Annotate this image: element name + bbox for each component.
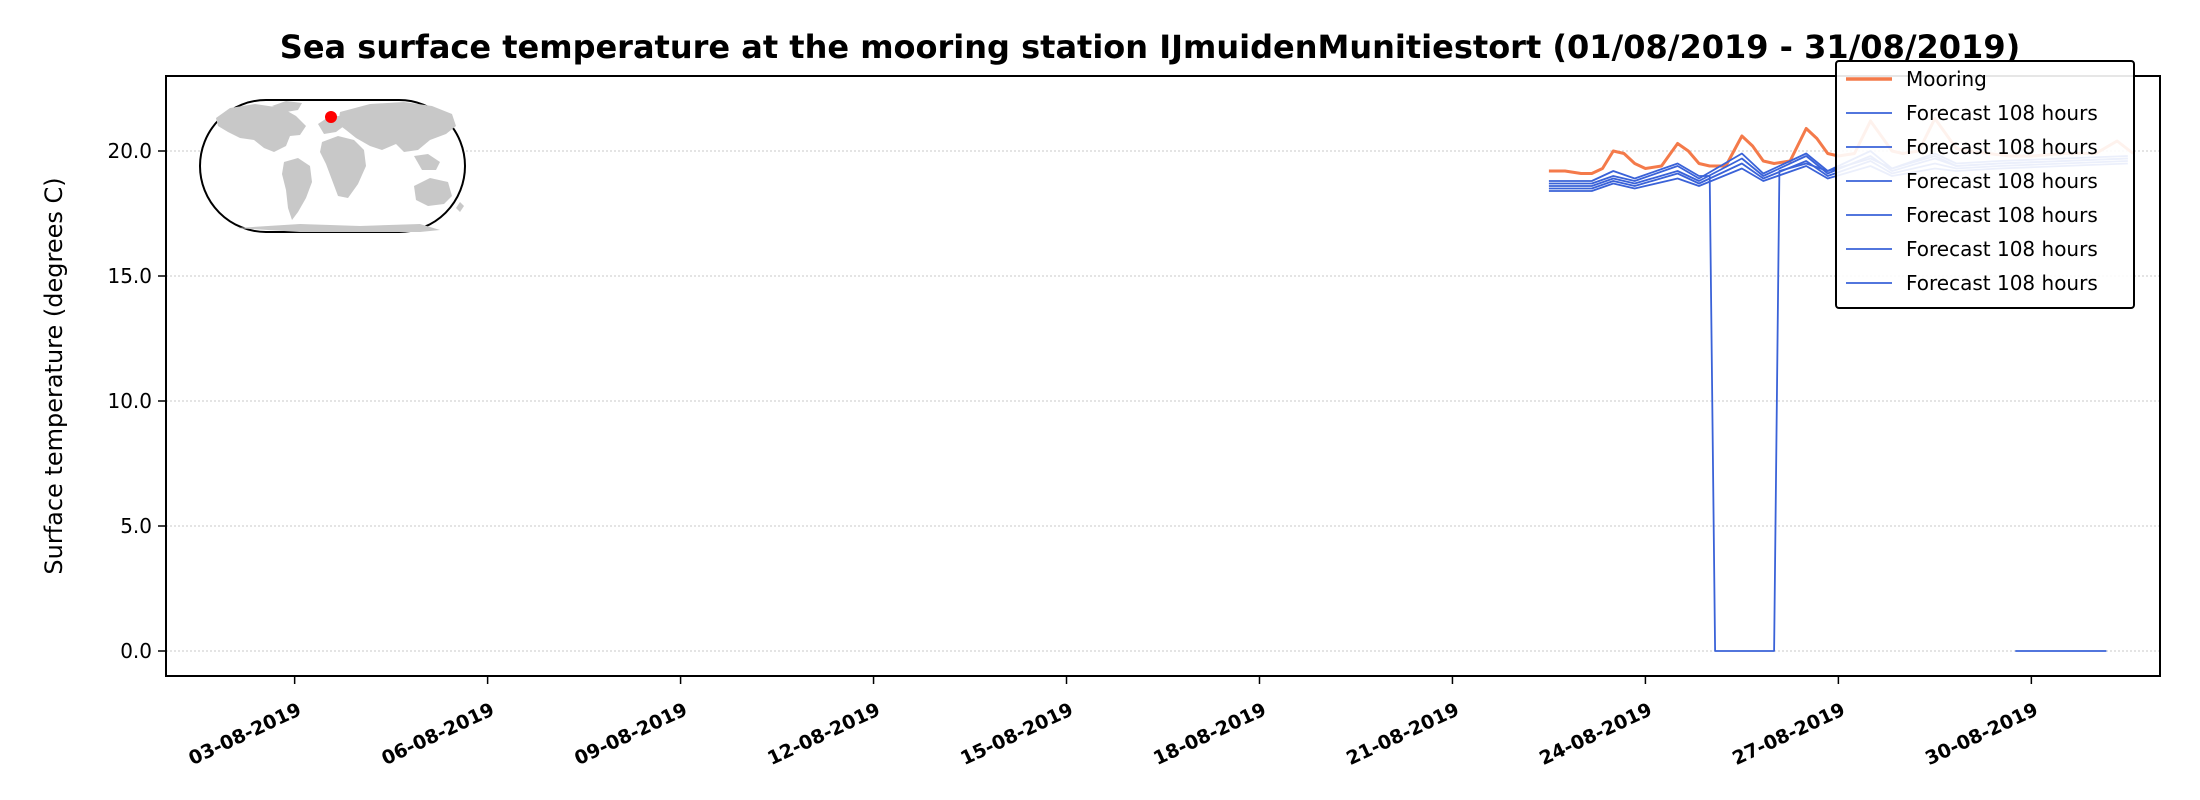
plot-frame (165, 75, 2161, 677)
legend-label: Forecast 108 hours (1906, 271, 2098, 295)
x-tick-label: 21-08-2019 (1343, 699, 1462, 770)
x-tick-label: 06-08-2019 (378, 699, 497, 770)
x-tick-label: 09-08-2019 (571, 699, 690, 770)
y-tick-label: 20.0 (107, 139, 152, 163)
legend-box (1835, 60, 2135, 309)
legend-label: Forecast 108 hours (1906, 101, 2098, 125)
chart-title: Sea surface temperature at the mooring s… (280, 28, 2020, 66)
x-tick-label: 15-08-2019 (957, 699, 1076, 770)
y-axis-label: Surface temperature (degrees C) (40, 177, 68, 574)
legend-label: Mooring (1906, 67, 1987, 91)
y-tick-label: 0.0 (120, 639, 152, 663)
legend-label: Forecast 108 hours (1906, 203, 2098, 227)
y-tick-label: 15.0 (107, 264, 152, 288)
legend: Mooring Forecast 108 hours Forecast 108 ho… (1835, 60, 2135, 309)
world-map-inset (199, 99, 466, 233)
x-tick-label: 27-08-2019 (1729, 699, 1848, 770)
legend-label: Forecast 108 hours (1906, 169, 2098, 193)
station-marker (325, 111, 337, 123)
legend-label: Forecast 108 hours (1906, 135, 2098, 159)
x-tick-label: 18-08-2019 (1150, 699, 1269, 770)
legend-label: Forecast 108 hours (1906, 237, 2098, 261)
x-tick-label: 12-08-2019 (764, 699, 883, 770)
y-axis: 0.0 5.0 10.0 15.0 20.0 (107, 139, 166, 663)
x-tick-label: 03-08-2019 (185, 699, 304, 770)
y-tick-label: 10.0 (107, 389, 152, 413)
x-tick-label: 24-08-2019 (1536, 699, 1655, 770)
x-axis: 03-08-2019 06-08-2019 09-08-2019 12-08-2019… (185, 676, 2041, 770)
grid (166, 150, 2160, 652)
y-tick-label: 5.0 (120, 514, 152, 538)
x-tick-label: 30-08-2019 (1922, 699, 2041, 770)
